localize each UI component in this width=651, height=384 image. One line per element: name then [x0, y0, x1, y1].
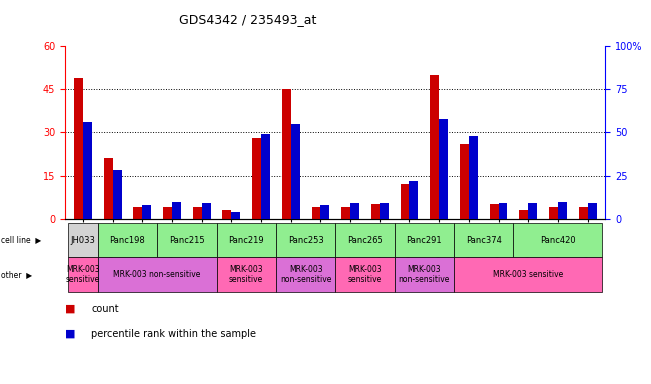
Bar — [282, 89, 291, 219]
Text: other  ▶: other ▶ — [1, 270, 33, 279]
Bar — [490, 204, 499, 219]
Bar — [113, 170, 122, 219]
Bar — [558, 202, 567, 219]
Bar — [261, 134, 270, 219]
Text: JH033: JH033 — [70, 235, 95, 245]
Bar — [579, 207, 588, 219]
Text: MRK-003 sensitive: MRK-003 sensitive — [493, 270, 563, 279]
Bar — [320, 205, 329, 219]
Text: Panc215: Panc215 — [169, 235, 204, 245]
Bar — [549, 207, 558, 219]
Bar — [291, 124, 299, 219]
Bar — [371, 204, 380, 219]
Text: ■: ■ — [65, 304, 76, 314]
Bar — [231, 212, 240, 219]
Bar — [172, 202, 181, 219]
Text: GDS4342 / 235493_at: GDS4342 / 235493_at — [178, 13, 316, 26]
Bar — [312, 207, 320, 219]
Text: MRK-003 non-sensitive: MRK-003 non-sensitive — [113, 270, 201, 279]
Text: Panc265: Panc265 — [347, 235, 383, 245]
Text: cell line  ▶: cell line ▶ — [1, 235, 42, 245]
Text: MRK-003
non-sensitive: MRK-003 non-sensitive — [398, 265, 450, 284]
Bar — [350, 204, 359, 219]
Bar — [380, 204, 389, 219]
Bar — [104, 158, 113, 219]
Text: Panc420: Panc420 — [540, 235, 575, 245]
Bar — [143, 205, 151, 219]
Bar — [163, 207, 172, 219]
Bar — [74, 78, 83, 219]
Bar — [83, 122, 92, 219]
Bar — [588, 204, 596, 219]
Bar — [469, 136, 478, 219]
Text: MRK-003
sensitive: MRK-003 sensitive — [66, 265, 100, 284]
Bar — [133, 207, 143, 219]
Bar — [400, 184, 409, 219]
Bar — [430, 75, 439, 219]
Text: Panc291: Panc291 — [406, 235, 442, 245]
Bar — [341, 207, 350, 219]
Bar — [499, 204, 508, 219]
Text: percentile rank within the sample: percentile rank within the sample — [91, 329, 256, 339]
Text: Panc219: Panc219 — [229, 235, 264, 245]
Bar — [460, 144, 469, 219]
Text: MRK-003
non-sensitive: MRK-003 non-sensitive — [280, 265, 331, 284]
Text: Panc374: Panc374 — [465, 235, 502, 245]
Bar — [252, 138, 261, 219]
Bar — [409, 181, 419, 219]
Text: ■: ■ — [65, 329, 76, 339]
Text: Panc198: Panc198 — [109, 235, 145, 245]
Text: Panc253: Panc253 — [288, 235, 324, 245]
Bar — [202, 204, 210, 219]
Text: MRK-003
sensitive: MRK-003 sensitive — [229, 265, 263, 284]
Bar — [439, 119, 448, 219]
Bar — [193, 207, 202, 219]
Bar — [223, 210, 231, 219]
Bar — [519, 210, 528, 219]
Text: MRK-003
sensitive: MRK-003 sensitive — [348, 265, 382, 284]
Text: count: count — [91, 304, 118, 314]
Bar — [528, 204, 537, 219]
